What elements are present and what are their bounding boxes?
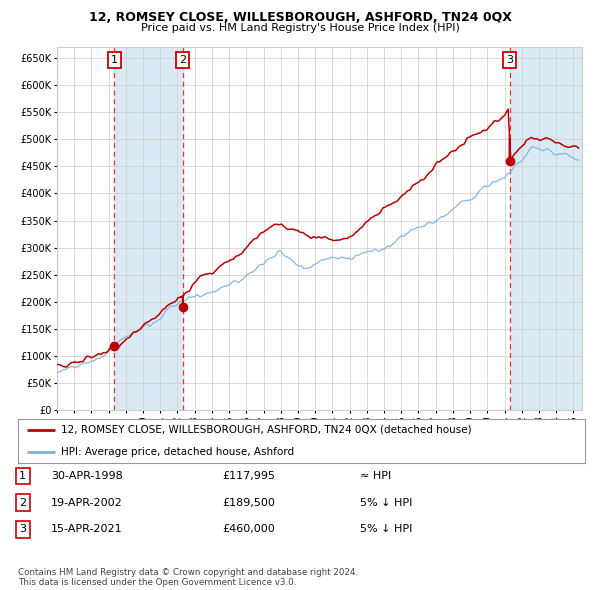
Text: 5% ↓ HPI: 5% ↓ HPI bbox=[360, 498, 412, 507]
Text: HPI: Average price, detached house, Ashford: HPI: Average price, detached house, Ashf… bbox=[61, 447, 293, 457]
Text: 3: 3 bbox=[19, 525, 26, 534]
Text: £189,500: £189,500 bbox=[222, 498, 275, 507]
Bar bbox=[115, 47, 182, 410]
Text: 2: 2 bbox=[19, 498, 26, 507]
Text: 1: 1 bbox=[111, 55, 118, 65]
Text: 1: 1 bbox=[19, 471, 26, 481]
Bar bbox=[509, 47, 582, 410]
Text: 30-APR-1998: 30-APR-1998 bbox=[51, 471, 123, 481]
Text: 3: 3 bbox=[506, 55, 513, 65]
Text: 15-APR-2021: 15-APR-2021 bbox=[51, 525, 122, 534]
Text: Price paid vs. HM Land Registry's House Price Index (HPI): Price paid vs. HM Land Registry's House … bbox=[140, 23, 460, 33]
Text: 12, ROMSEY CLOSE, WILLESBOROUGH, ASHFORD, TN24 0QX (detached house): 12, ROMSEY CLOSE, WILLESBOROUGH, ASHFORD… bbox=[61, 425, 471, 435]
Text: Contains HM Land Registry data © Crown copyright and database right 2024.
This d: Contains HM Land Registry data © Crown c… bbox=[18, 568, 358, 587]
Text: ≈ HPI: ≈ HPI bbox=[360, 471, 391, 481]
Text: 19-APR-2002: 19-APR-2002 bbox=[51, 498, 123, 507]
Text: 12, ROMSEY CLOSE, WILLESBOROUGH, ASHFORD, TN24 0QX: 12, ROMSEY CLOSE, WILLESBOROUGH, ASHFORD… bbox=[89, 11, 511, 24]
Text: 5% ↓ HPI: 5% ↓ HPI bbox=[360, 525, 412, 534]
Text: 2: 2 bbox=[179, 55, 186, 65]
Text: £117,995: £117,995 bbox=[222, 471, 275, 481]
Text: £460,000: £460,000 bbox=[222, 525, 275, 534]
